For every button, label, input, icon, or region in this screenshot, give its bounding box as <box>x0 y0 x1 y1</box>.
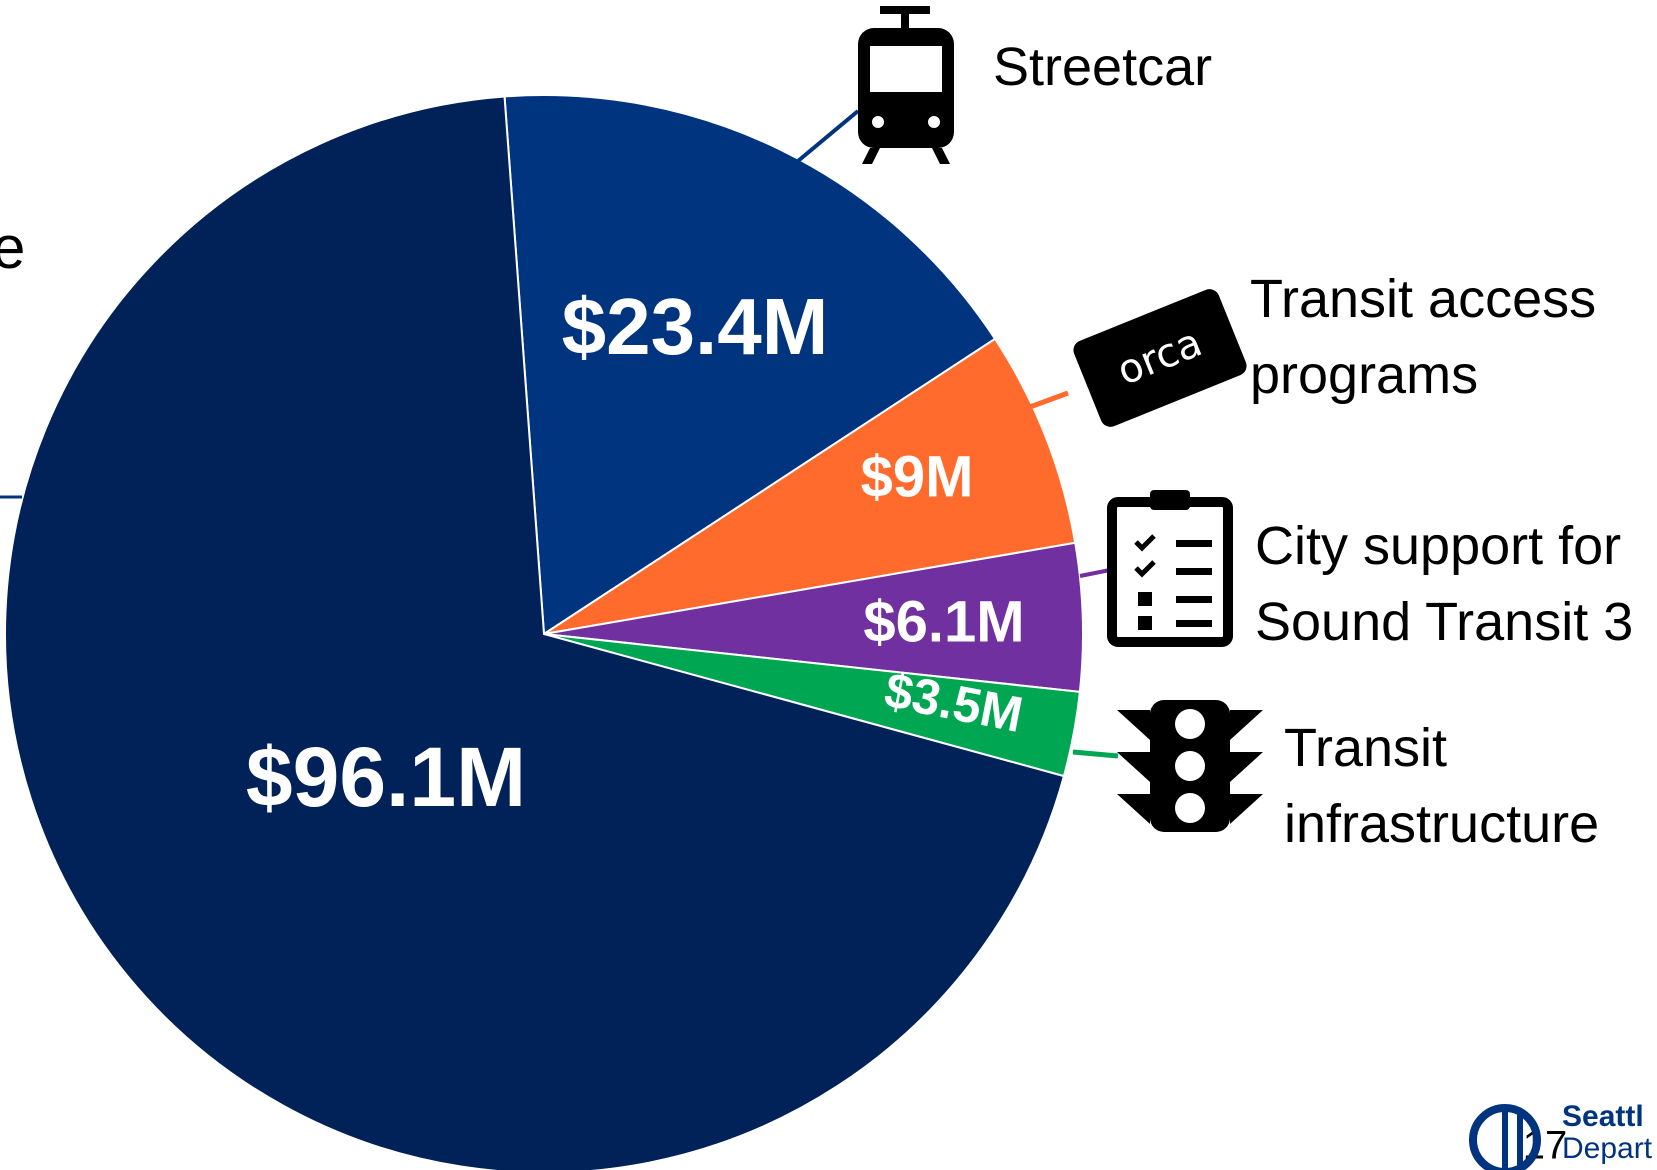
logo-text: Depart <box>1562 1132 1653 1165</box>
logo-text: Seattl <box>1562 1100 1644 1133</box>
leader-line <box>1079 568 1111 578</box>
pie-slice <box>4 95 1066 1170</box>
category-label: Transit infrastructure <box>1284 718 1600 854</box>
value-label: $96.1M <box>246 730 526 824</box>
traffic-light-icon <box>1117 700 1263 832</box>
value-label: $23.4M <box>562 282 829 371</box>
cropped-text: e <box>0 214 25 281</box>
leader-line <box>1029 390 1069 410</box>
seattle-logo <box>1469 1104 1541 1170</box>
category-label: Streetcar <box>993 37 1213 97</box>
pie-slice <box>503 94 997 636</box>
leader-line <box>1072 749 1119 759</box>
category-label: City support for Sound Transit 3 <box>1255 516 1634 652</box>
value-label: $9M <box>861 444 974 509</box>
pie <box>4 94 1084 1170</box>
streetcar-icon <box>858 6 954 164</box>
leader-line <box>796 109 860 163</box>
pie-slice <box>543 337 1077 635</box>
checklist-icon <box>1107 490 1233 647</box>
value-label: $6.1M <box>863 589 1024 654</box>
orca-card-icon: orca <box>1073 289 1247 427</box>
category-label: Transit access programs <box>1250 269 1597 405</box>
